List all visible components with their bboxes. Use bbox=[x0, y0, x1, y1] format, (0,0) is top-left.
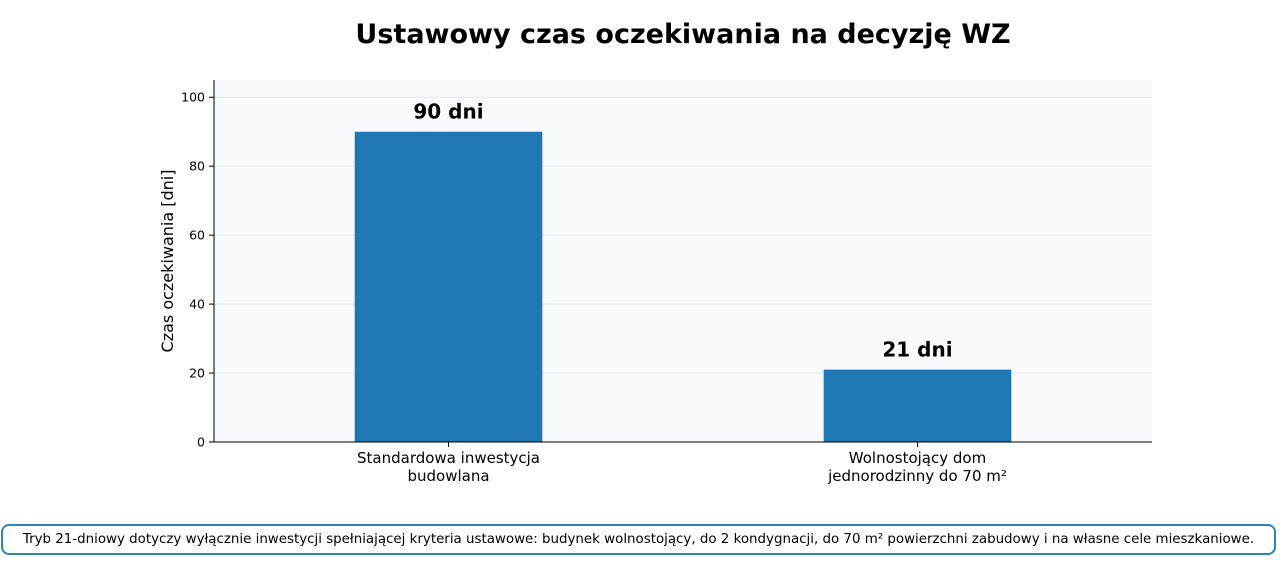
chart-title: Ustawowy czas oczekiwania na decyzję WZ bbox=[355, 19, 1010, 50]
data-labels: 90 dni 21 dni bbox=[413, 100, 952, 362]
y-tick-label-100: 100 bbox=[181, 90, 205, 105]
y-axis-title: Czas oczekiwania [dni] bbox=[158, 170, 177, 353]
x-category-labels: Standardowa inwestycja budowlana Wolnostoj… bbox=[357, 442, 1007, 485]
data-label-1: 21 dni bbox=[882, 338, 952, 362]
bars bbox=[354, 131, 1012, 442]
footnote-box: Tryb 21-dniowy dotyczy wyłącznie inwesty… bbox=[1, 524, 1276, 555]
x-category-label-1: Wolnostojący dom jednorodzinny do 70 m² bbox=[827, 449, 1007, 485]
y-tick-label-20: 20 bbox=[189, 366, 205, 381]
y-tick-label-0: 0 bbox=[197, 435, 205, 450]
footnote-text: Tryb 21-dniowy dotyczy wyłącznie inwesty… bbox=[22, 532, 1255, 547]
x-category-label-0: Standardowa inwestycja budowlana bbox=[357, 449, 540, 485]
axes bbox=[213, 80, 1152, 443]
bar-0 bbox=[354, 131, 543, 442]
bar-1 bbox=[823, 369, 1012, 442]
y-tick-label-40: 40 bbox=[189, 297, 205, 312]
y-tick-label-80: 80 bbox=[189, 159, 205, 174]
y-tick-label-60: 60 bbox=[189, 228, 205, 243]
y-ticks: 0 20 40 60 80 100 bbox=[181, 90, 214, 450]
data-label-0: 90 dni bbox=[413, 100, 483, 124]
